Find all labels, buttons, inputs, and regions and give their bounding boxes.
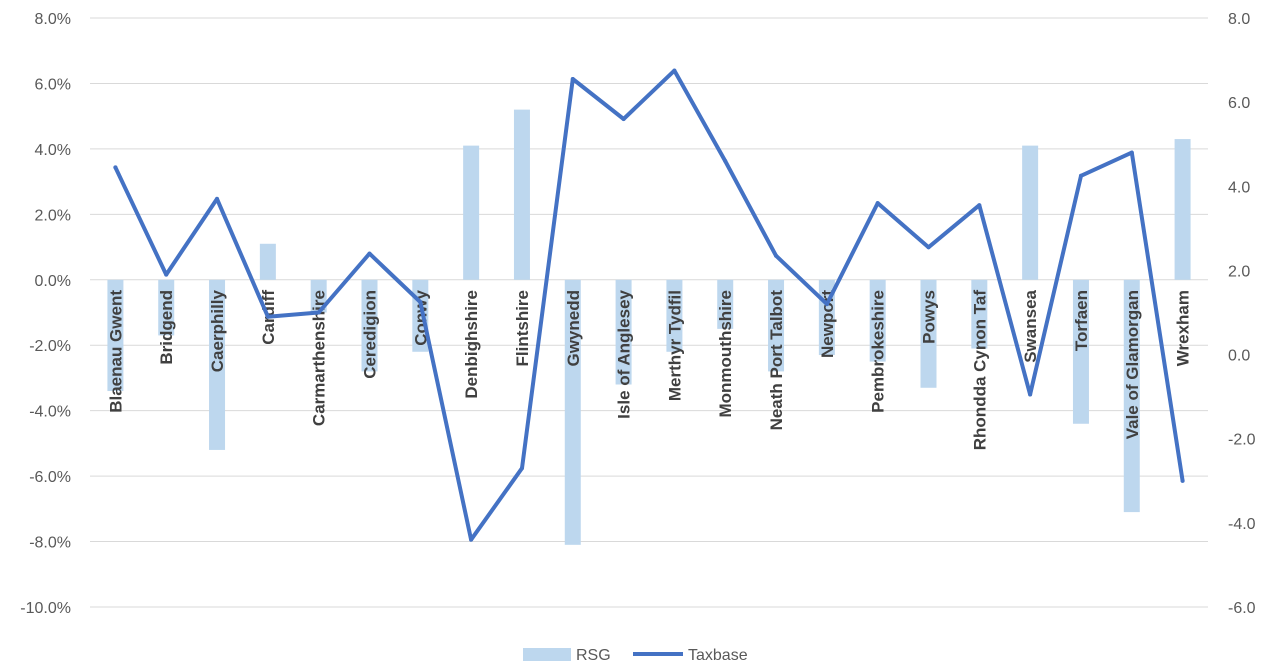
rsg-bar bbox=[1174, 139, 1191, 280]
taxbase-point bbox=[621, 116, 626, 121]
taxbase-point bbox=[367, 251, 372, 256]
category-label: Rhondda Cynon Taf bbox=[970, 290, 989, 451]
category-label: Neath Port Talbot bbox=[767, 290, 786, 431]
right-tick-label: -6.0 bbox=[1228, 600, 1256, 617]
taxbase-point bbox=[926, 245, 931, 250]
taxbase-point bbox=[113, 165, 118, 170]
right-tick-label: -2.0 bbox=[1228, 432, 1256, 449]
rsg-bar bbox=[513, 109, 530, 280]
rsg-bar bbox=[971, 279, 988, 349]
category-label: Swansea bbox=[1021, 289, 1040, 362]
right-tick-label: 4.0 bbox=[1228, 179, 1250, 196]
rsg-bar bbox=[158, 279, 175, 336]
rsg-bar bbox=[717, 279, 734, 329]
gridlines bbox=[90, 17, 1208, 608]
category-labels: Blaenau GwentBridgendCaerphillyCardiffCa… bbox=[106, 289, 1192, 450]
taxbase-point bbox=[418, 299, 423, 304]
rsg-bar bbox=[564, 279, 581, 545]
rsg-bar bbox=[259, 243, 276, 280]
rsg-bar bbox=[107, 279, 124, 392]
rsg-bar bbox=[310, 279, 327, 313]
right-tick-label: 8.0 bbox=[1228, 11, 1250, 28]
category-label: Monmouthshire bbox=[716, 290, 735, 418]
taxbase-point bbox=[1129, 150, 1134, 155]
taxbase-point bbox=[570, 77, 575, 82]
left-tick-label: 2.0% bbox=[35, 207, 71, 224]
taxbase-point bbox=[265, 314, 270, 319]
left-tick-label: -8.0% bbox=[29, 535, 71, 552]
rsg-bar bbox=[1072, 279, 1089, 424]
taxbase-point bbox=[1078, 173, 1083, 178]
right-tick-label: 6.0 bbox=[1228, 95, 1250, 112]
left-tick-label: 4.0% bbox=[35, 142, 71, 159]
taxbase-point bbox=[824, 302, 829, 307]
taxbase-point bbox=[977, 203, 982, 208]
category-label: Newport bbox=[818, 290, 837, 358]
category-label: Powys bbox=[920, 290, 939, 344]
taxbase-point bbox=[316, 310, 321, 315]
taxbase-series-line bbox=[113, 68, 1185, 542]
category-label: Flintshire bbox=[513, 290, 532, 367]
category-label: Gwynedd bbox=[564, 290, 583, 367]
taxbase-point bbox=[164, 272, 169, 277]
rsg-bar bbox=[920, 279, 937, 388]
category-label: Merthyr Tydfil bbox=[665, 290, 684, 401]
left-tick-label: -10.0% bbox=[20, 600, 71, 617]
left-tick-label: 6.0% bbox=[35, 76, 71, 93]
taxbase-line bbox=[113, 68, 1185, 542]
category-label: Blaenau Gwent bbox=[106, 290, 125, 413]
rsg-bars bbox=[107, 109, 1191, 545]
left-tick-label: -2.0% bbox=[29, 338, 71, 355]
left-y-axis: 8.0% 6.0% 4.0% 2.0% 0.0% -2.0% -4.0% -6.0% -8.0%… bbox=[20, 11, 71, 617]
taxbase-point bbox=[1180, 478, 1185, 483]
legend-rsg-swatch bbox=[523, 648, 571, 661]
legend: RSG Taxbase bbox=[523, 647, 748, 664]
taxbase-point bbox=[723, 159, 728, 164]
right-tick-label: 2.0 bbox=[1228, 263, 1250, 280]
category-label: Vale of Glamorgan bbox=[1123, 290, 1142, 439]
rsg-bar bbox=[209, 279, 226, 450]
rsg-bar bbox=[1123, 279, 1140, 513]
category-label: Bridgend bbox=[157, 290, 176, 365]
right-tick-label: 0.0 bbox=[1228, 348, 1250, 365]
taxbase-point bbox=[672, 68, 677, 73]
rsg-bar bbox=[361, 279, 378, 372]
left-tick-label: 0.0% bbox=[35, 273, 71, 290]
taxbase-point bbox=[215, 196, 220, 201]
taxbase-point bbox=[774, 253, 779, 258]
category-label: Torfaen bbox=[1072, 290, 1091, 351]
category-label: Isle of Anglesey bbox=[615, 289, 634, 418]
category-label: Wrexham bbox=[1174, 290, 1193, 366]
left-tick-label: -6.0% bbox=[29, 469, 71, 486]
legend-rsg-label: RSG bbox=[576, 647, 611, 664]
rsg-bar bbox=[869, 279, 886, 362]
rsg-bar bbox=[615, 279, 632, 385]
category-label: Ceredigion bbox=[361, 290, 380, 379]
taxbase-point bbox=[1028, 392, 1033, 397]
category-label: Carmarthenshire bbox=[310, 290, 329, 426]
taxbase-point bbox=[469, 537, 474, 542]
rsg-bar bbox=[1022, 145, 1039, 280]
legend-taxbase-label: Taxbase bbox=[688, 647, 748, 664]
rsg-bar bbox=[666, 279, 683, 352]
left-tick-label: -4.0% bbox=[29, 404, 71, 421]
right-tick-label: -4.0 bbox=[1228, 516, 1256, 533]
rsg-bar bbox=[463, 145, 480, 280]
category-label: Denbighshire bbox=[462, 290, 481, 399]
left-tick-label: 8.0% bbox=[35, 11, 71, 28]
taxbase-point bbox=[875, 201, 880, 206]
category-label: Pembrokeshire bbox=[869, 290, 888, 413]
category-label: Caerphilly bbox=[208, 289, 227, 372]
taxbase-point bbox=[519, 466, 524, 471]
rsg-bar bbox=[768, 279, 785, 372]
right-y-axis: 8.0 6.0 4.0 2.0 0.0 -2.0 -4.0 -6.0 bbox=[1228, 11, 1256, 617]
